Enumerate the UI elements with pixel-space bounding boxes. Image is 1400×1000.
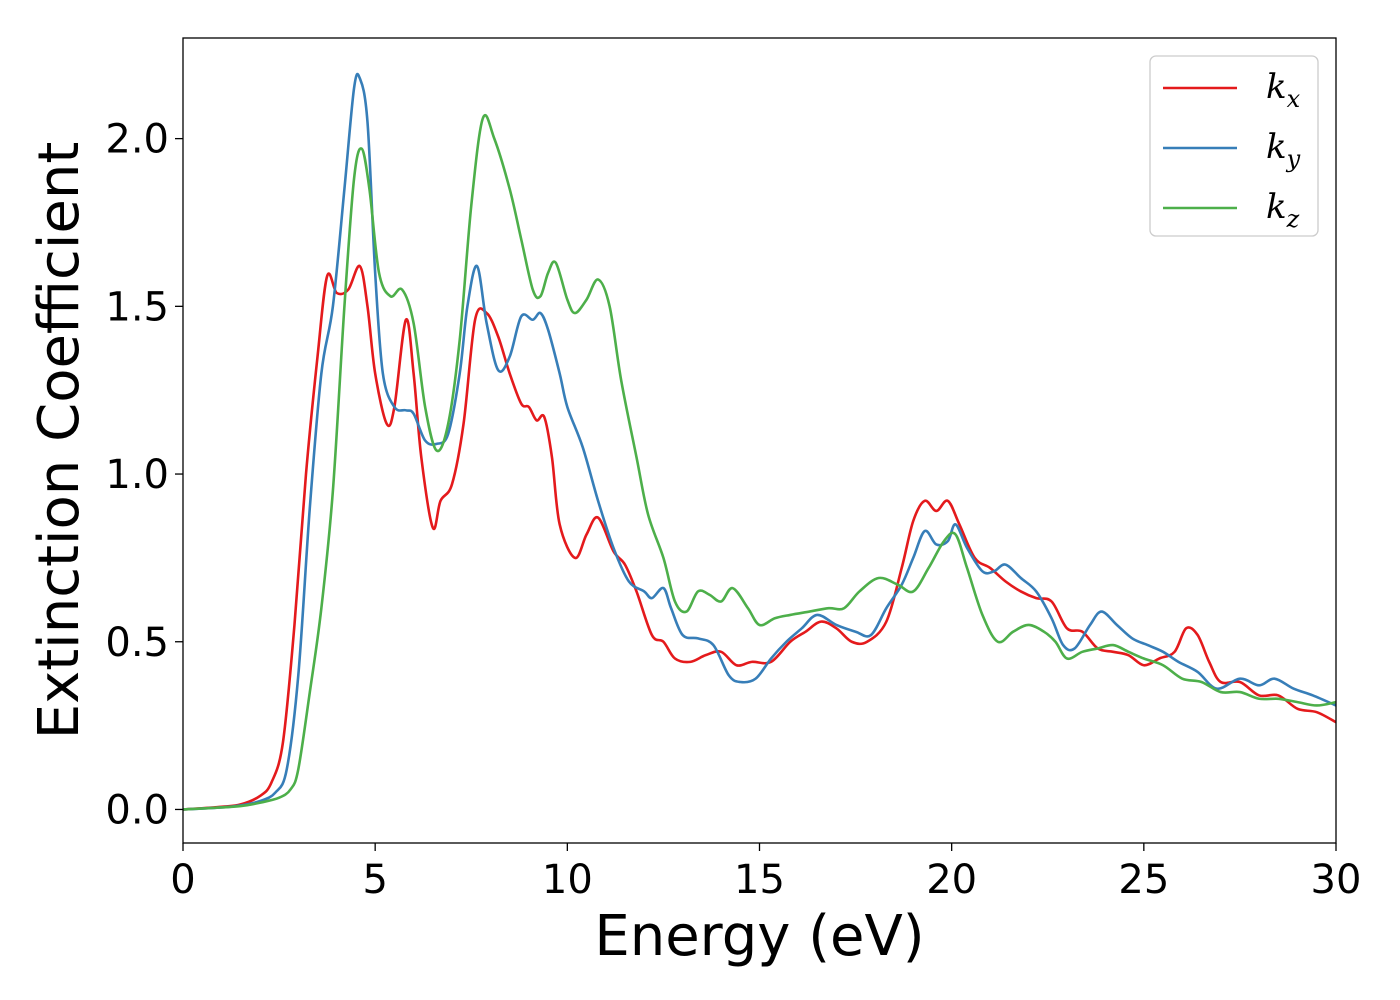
x-tick-label: 5 [362,857,387,903]
legend-label-kx: kx [1266,67,1301,113]
x-axis-title: Energy (eV) [594,904,924,969]
y-tick-label: 0.0 [105,787,169,833]
legend-label-subscript: x [1287,85,1301,113]
series-line-kz [183,113,1336,811]
legend-label-base: k [1266,187,1287,227]
x-tick-marks [182,843,1337,851]
x-tick-label: 30 [1311,857,1362,903]
y-tick-label: 0.5 [105,620,169,666]
legend-label-base: k [1266,127,1287,167]
legend-label-base: k [1266,67,1287,107]
x-tick-labels: 0 5 10 15 20 25 30 [170,857,1361,903]
y-tick-label: 2.0 [105,117,169,163]
legend-box [1149,55,1319,237]
x-tick-label: 20 [926,857,977,903]
legend-label-kz: kz [1266,187,1300,233]
y-axis-title: Extinction Coefficient [27,142,92,740]
plot-frame [182,37,1337,844]
x-tick-label: 15 [734,857,785,903]
legend-label-subscript: z [1286,205,1300,233]
y-tick-label: 1.0 [105,452,169,498]
series-line-ky [183,72,1336,811]
legend-label-subscript: y [1286,145,1301,173]
series-lines [183,72,1336,811]
x-tick-label: 25 [1118,857,1169,903]
y-tick-marks [175,137,183,811]
y-tick-label: 1.5 [105,284,169,330]
y-tick-labels: 0.0 0.5 1.0 1.5 2.0 [105,117,169,834]
series-line-kx [183,264,1336,811]
x-tick-label: 10 [542,857,593,903]
legend-label-ky: ky [1266,127,1301,173]
x-tick-label: 0 [170,857,195,903]
